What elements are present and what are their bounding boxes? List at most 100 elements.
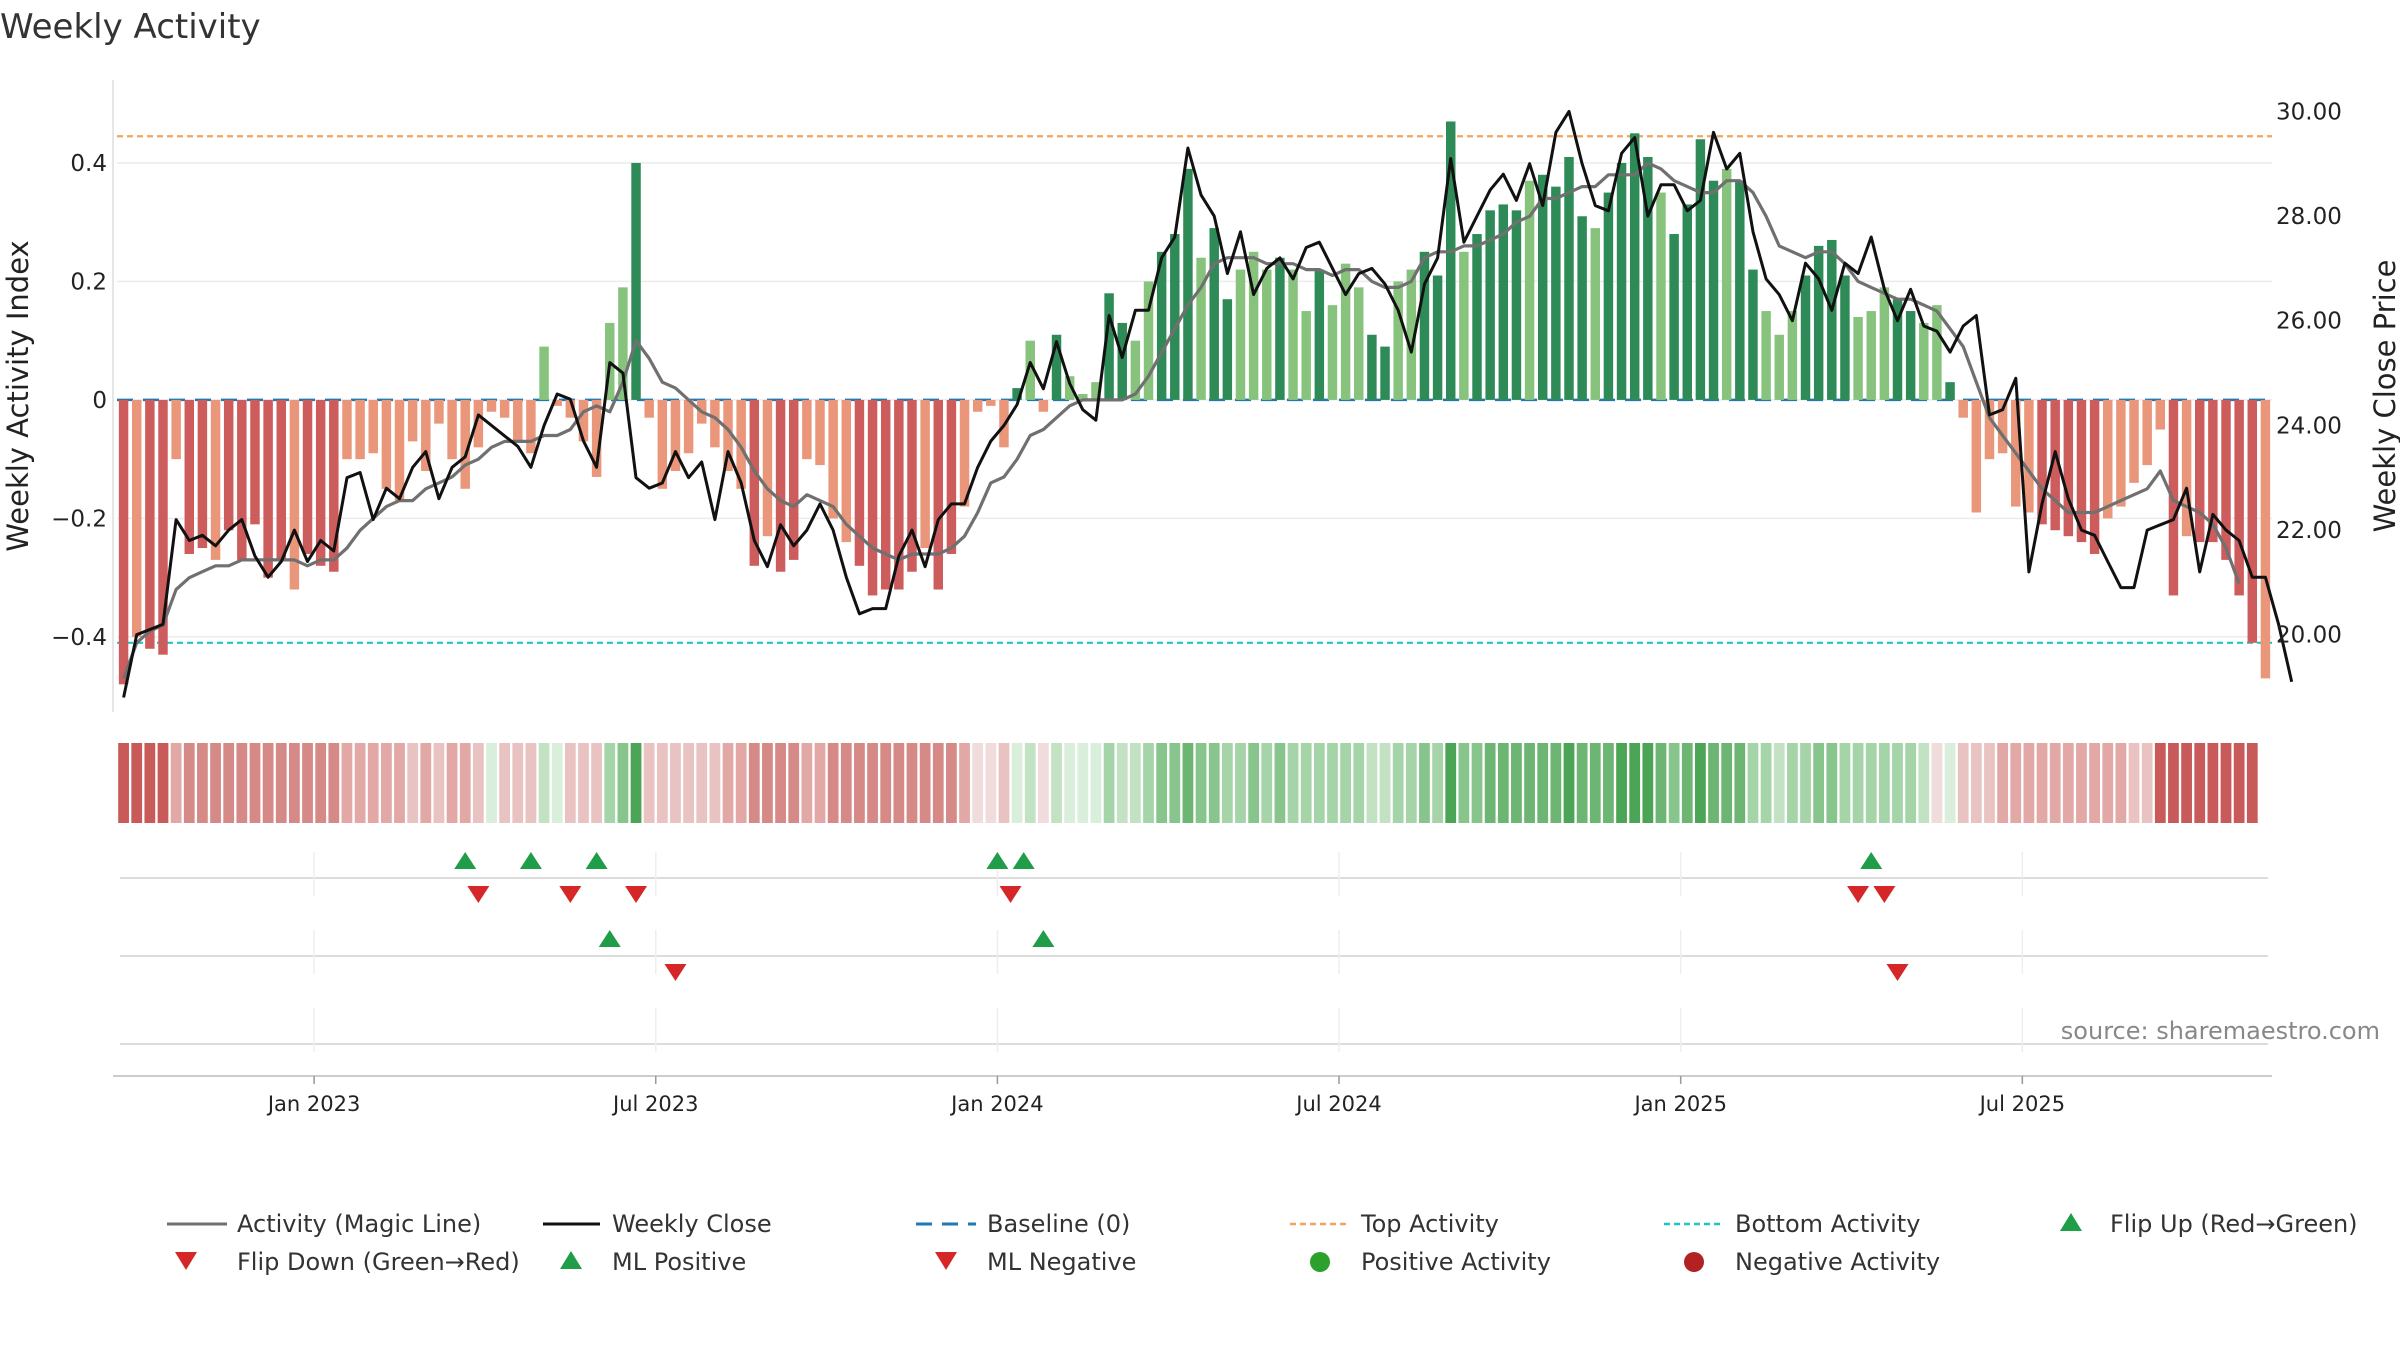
activity-bar [407, 399, 418, 442]
flip-down-marker [625, 886, 648, 903]
x-tick-label: Jul 2024 [1294, 1092, 1381, 1116]
heat-cell [380, 743, 392, 823]
activity-bar [289, 399, 300, 590]
heat-cell [1892, 743, 1903, 823]
activity-bar [1603, 192, 1614, 400]
flip-up-marker [986, 852, 1009, 869]
heat-cell [1603, 743, 1614, 823]
activity-bar [1721, 168, 1732, 400]
activity-bar [736, 399, 746, 489]
heat-cell [1786, 743, 1798, 823]
activity-bar [683, 399, 694, 454]
heat-cell [2102, 743, 2114, 823]
activity-bar [2116, 399, 2126, 507]
activity-bar [250, 399, 260, 525]
heat-cell [1931, 743, 1943, 823]
heat-cell [538, 743, 550, 823]
activity-bar [986, 399, 996, 406]
heat-cell [1458, 743, 1470, 823]
activity-bar [2181, 399, 2192, 537]
heat-cell [696, 743, 708, 823]
activity-bar [2037, 399, 2047, 525]
heat-cell [1300, 743, 1312, 823]
activity-bar [723, 399, 733, 472]
heat-cell [1773, 743, 1785, 823]
heat-cell [223, 743, 235, 823]
heat-cell [486, 743, 497, 823]
heat-cell [183, 743, 195, 823]
heat-cell [1681, 743, 1693, 823]
activity-heat-strip [118, 743, 2258, 823]
legend-ml-positive-icon [560, 1251, 582, 1269]
activity-bar [1262, 269, 1272, 400]
activity-bar [670, 399, 681, 472]
heat-cell [578, 743, 589, 823]
heat-cell [1392, 743, 1404, 823]
heat-cell [1208, 743, 1220, 823]
heat-cell [1327, 743, 1338, 823]
heat-cell [564, 743, 576, 823]
legend-ml-negative: ML Negative [987, 1248, 1136, 1276]
y2-tick-label: 22.00 [2276, 518, 2342, 544]
heat-cell [1984, 743, 1995, 823]
weekly-close-series [122, 109, 2294, 698]
axes: 0.4 0.2 0 −0.2 −0.4 30.00 28.00 26.00 24.00 22.00… [51, 80, 2342, 712]
heat-cell [131, 743, 143, 823]
heat-cell [604, 743, 616, 823]
activity-bar [1537, 174, 1548, 400]
legend-weekly-close: Weekly Close [612, 1210, 772, 1238]
heat-cell [367, 743, 379, 823]
heat-cell [2194, 743, 2206, 823]
heat-cell [1366, 743, 1378, 823]
activity-bar [1051, 334, 1062, 400]
heat-cell [814, 743, 826, 823]
heat-cell [867, 743, 878, 823]
activity-bar [1682, 204, 1692, 400]
activity-bar [880, 399, 891, 590]
heat-cell [1405, 743, 1417, 823]
heat-cell [354, 743, 366, 823]
heat-cell [341, 743, 353, 823]
activity-bar [1446, 121, 1456, 400]
y-tick-label: 0.4 [70, 151, 107, 177]
heat-cell [998, 743, 1010, 823]
event-panels [120, 852, 2268, 1052]
heat-cell [1695, 743, 1706, 823]
activity-bar [1656, 192, 1666, 400]
heat-cell [2115, 743, 2127, 823]
heat-cell [670, 743, 681, 823]
activity-bar [1577, 216, 1587, 400]
series-lines [122, 109, 2294, 698]
heat-cell [2010, 743, 2022, 823]
activity-bar [210, 399, 221, 560]
ml-positive-marker [598, 930, 621, 947]
heat-cell [328, 743, 340, 823]
heat-cell [2023, 743, 2035, 823]
heat-cell [551, 743, 563, 823]
activity-bar [302, 399, 313, 554]
heat-cell [1484, 743, 1496, 823]
y-tick-label: −0.2 [51, 506, 107, 532]
activity-bar [2103, 399, 2113, 519]
heat-cell [854, 743, 865, 823]
heat-cell [893, 743, 905, 823]
activity-bar [1485, 210, 1495, 400]
heat-cell [1248, 743, 1260, 823]
activity-bar [644, 399, 654, 418]
heat-cell [1051, 743, 1062, 823]
flip-down-marker [1873, 886, 1896, 903]
activity-bar [2221, 399, 2231, 560]
heat-cell [1524, 743, 1535, 823]
heat-cell [1734, 743, 1746, 823]
heat-cell [1957, 743, 1969, 823]
heat-cell [262, 743, 274, 823]
heat-cell [722, 743, 734, 823]
heat-cell [2207, 743, 2219, 823]
heat-cell [1563, 743, 1575, 823]
heat-cell [499, 743, 511, 823]
activity-bar [618, 287, 628, 400]
heat-cell [1944, 743, 1956, 823]
ml-negative-marker [664, 964, 687, 981]
heat-cell [1129, 743, 1141, 823]
